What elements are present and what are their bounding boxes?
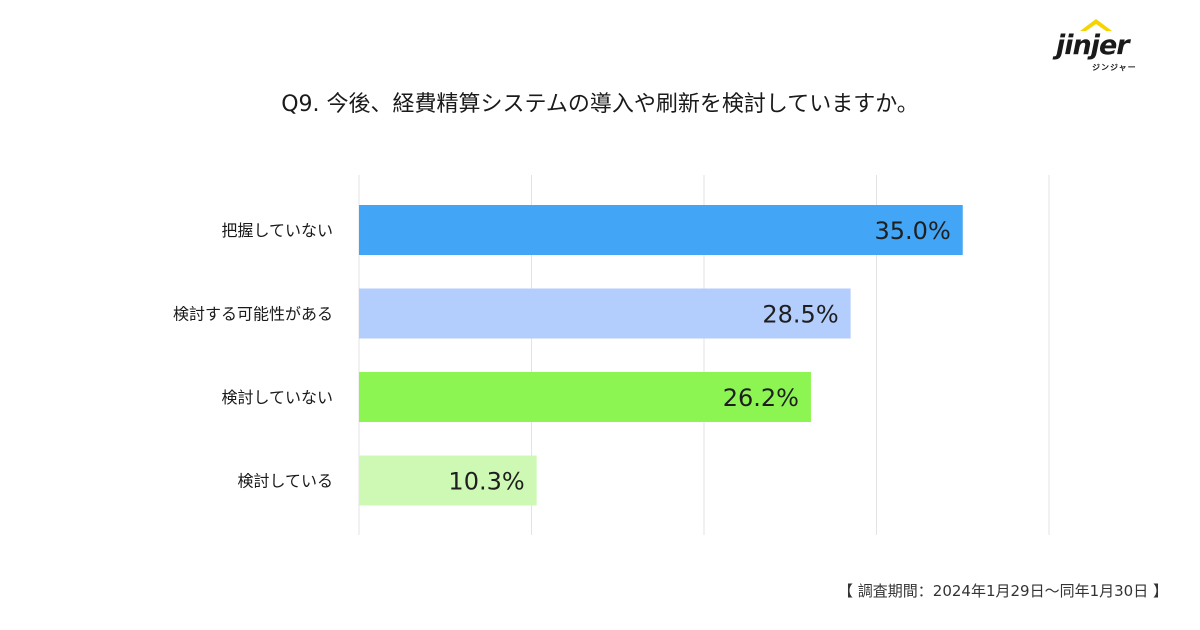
house-roof-icon: [1080, 19, 1112, 31]
chart-title: Q9. 今後、経費精算システムの導入や刷新を検討していますか。: [281, 92, 919, 117]
brand-logo: jinjer ジンジャー: [1056, 18, 1166, 76]
category-label: 検討する可能性がある: [173, 305, 333, 324]
logo-subtitle: ジンジャー: [1092, 63, 1137, 72]
survey-period-note: 【 調査期間：2024年1月29日〜同年1月30日 】: [838, 582, 1168, 600]
data-label: 10.3%: [448, 468, 524, 496]
data-label: 28.5%: [762, 301, 838, 329]
category-label: 検討している: [237, 472, 333, 491]
logo-wordmark: jinjer: [1056, 30, 1130, 61]
data-label: 35.0%: [875, 217, 951, 245]
bar: [359, 205, 963, 255]
category-label: 検討していない: [221, 388, 333, 407]
bars: [359, 205, 963, 506]
bar: [359, 372, 811, 422]
bar: [359, 288, 851, 339]
data-label: 26.2%: [723, 384, 799, 412]
category-label: 把握していない: [221, 221, 333, 240]
value-labels: 35.0% 28.5% 26.2% 10.3%: [448, 217, 950, 496]
bar: [359, 455, 537, 506]
